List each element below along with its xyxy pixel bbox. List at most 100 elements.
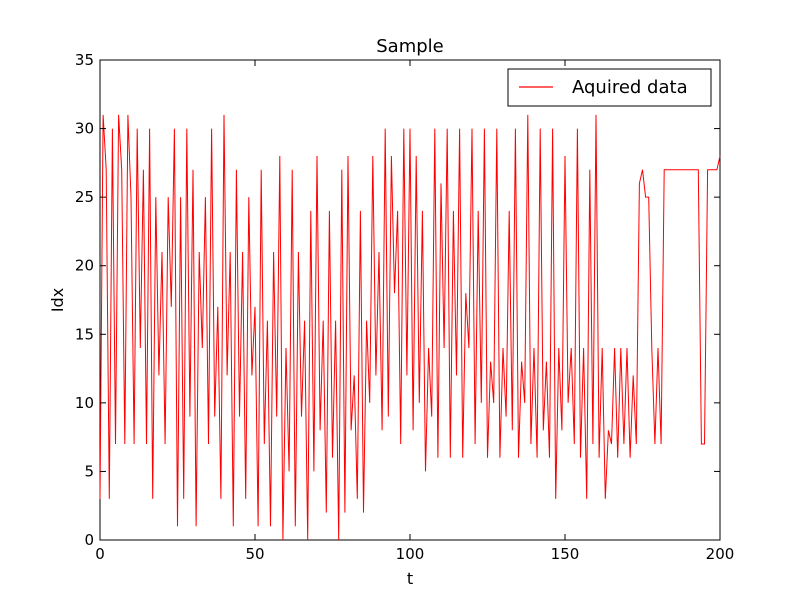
data-point [369,402,370,403]
data-point [493,402,494,403]
data-point [174,128,175,129]
data-point [124,444,125,445]
data-point [534,348,535,349]
data-point [121,169,122,170]
data-point [109,498,110,499]
data-point [537,457,538,458]
data-point [713,169,714,170]
data-point [351,430,352,431]
data-point [335,320,336,321]
data-point [317,156,318,157]
data-point [220,498,221,499]
data-point [344,512,345,513]
data-point [267,320,268,321]
series-layer [99,114,721,541]
data-point [394,293,395,294]
data-point [472,128,473,129]
data-point [413,430,414,431]
data-point [608,430,609,431]
data-point [357,498,358,499]
y-tick-label: 35 [75,51,94,69]
data-point [673,169,674,170]
data-point [400,444,401,445]
data-point [716,169,717,170]
data-point [484,128,485,129]
data-point [313,471,314,472]
data-point [326,512,327,513]
data-point [636,444,637,445]
data-point [100,498,101,499]
data-point [273,252,274,253]
y-tick-label: 25 [75,188,94,206]
data-point [270,526,271,527]
data-point [661,444,662,445]
data-point [512,430,513,431]
data-point [720,156,721,157]
data-point [360,210,361,211]
data-point [214,416,215,417]
data-point [667,169,668,170]
data-point [186,128,187,129]
data-point [168,197,169,198]
data-point [410,128,411,129]
data-point [366,320,367,321]
data-point [199,252,200,253]
data-point [127,114,128,115]
data-point [419,402,420,403]
data-point [654,444,655,445]
data-point [490,361,491,362]
data-point [158,375,159,376]
data-point [428,348,429,349]
data-point [462,457,463,458]
data-point [248,197,249,198]
data-point [571,348,572,349]
data-point [146,444,147,445]
data-point [416,156,417,157]
data-point [565,156,566,157]
data-point [338,540,339,541]
legend: Aquired data [507,68,712,107]
data-point [707,169,708,170]
data-point [323,320,324,321]
y-tick-label: 10 [75,394,94,412]
data-point [255,306,256,307]
data-point [251,375,252,376]
data-point [704,444,705,445]
data-point [642,169,643,170]
data-point [679,169,680,170]
data-point [329,210,330,211]
data-point [574,444,575,445]
data-point [180,197,181,198]
data-point [282,540,283,541]
data-point [196,526,197,527]
data-point [382,430,383,431]
data-point [375,375,376,376]
y-axis-title: Idx [48,288,67,312]
data-point [503,348,504,349]
legend-box [507,68,712,107]
data-point [258,526,259,527]
data-point [453,210,454,211]
data-point [379,252,380,253]
data-point [614,348,615,349]
data-point [106,169,107,170]
data-point [630,457,631,458]
y-tick-label: 5 [84,462,94,480]
data-point [478,210,479,211]
data-point [670,169,671,170]
data-point [568,402,569,403]
data-point [468,348,469,349]
data-point [143,169,144,170]
data-point [611,444,612,445]
y-tick-label: 20 [75,257,94,275]
data-point [633,375,634,376]
data-point [450,457,451,458]
data-point [627,348,628,349]
data-point [149,128,150,129]
data-point [441,183,442,184]
y-tick-label: 0 [84,531,94,549]
data-point [685,169,686,170]
data-point [310,210,311,211]
data-point [521,361,522,362]
